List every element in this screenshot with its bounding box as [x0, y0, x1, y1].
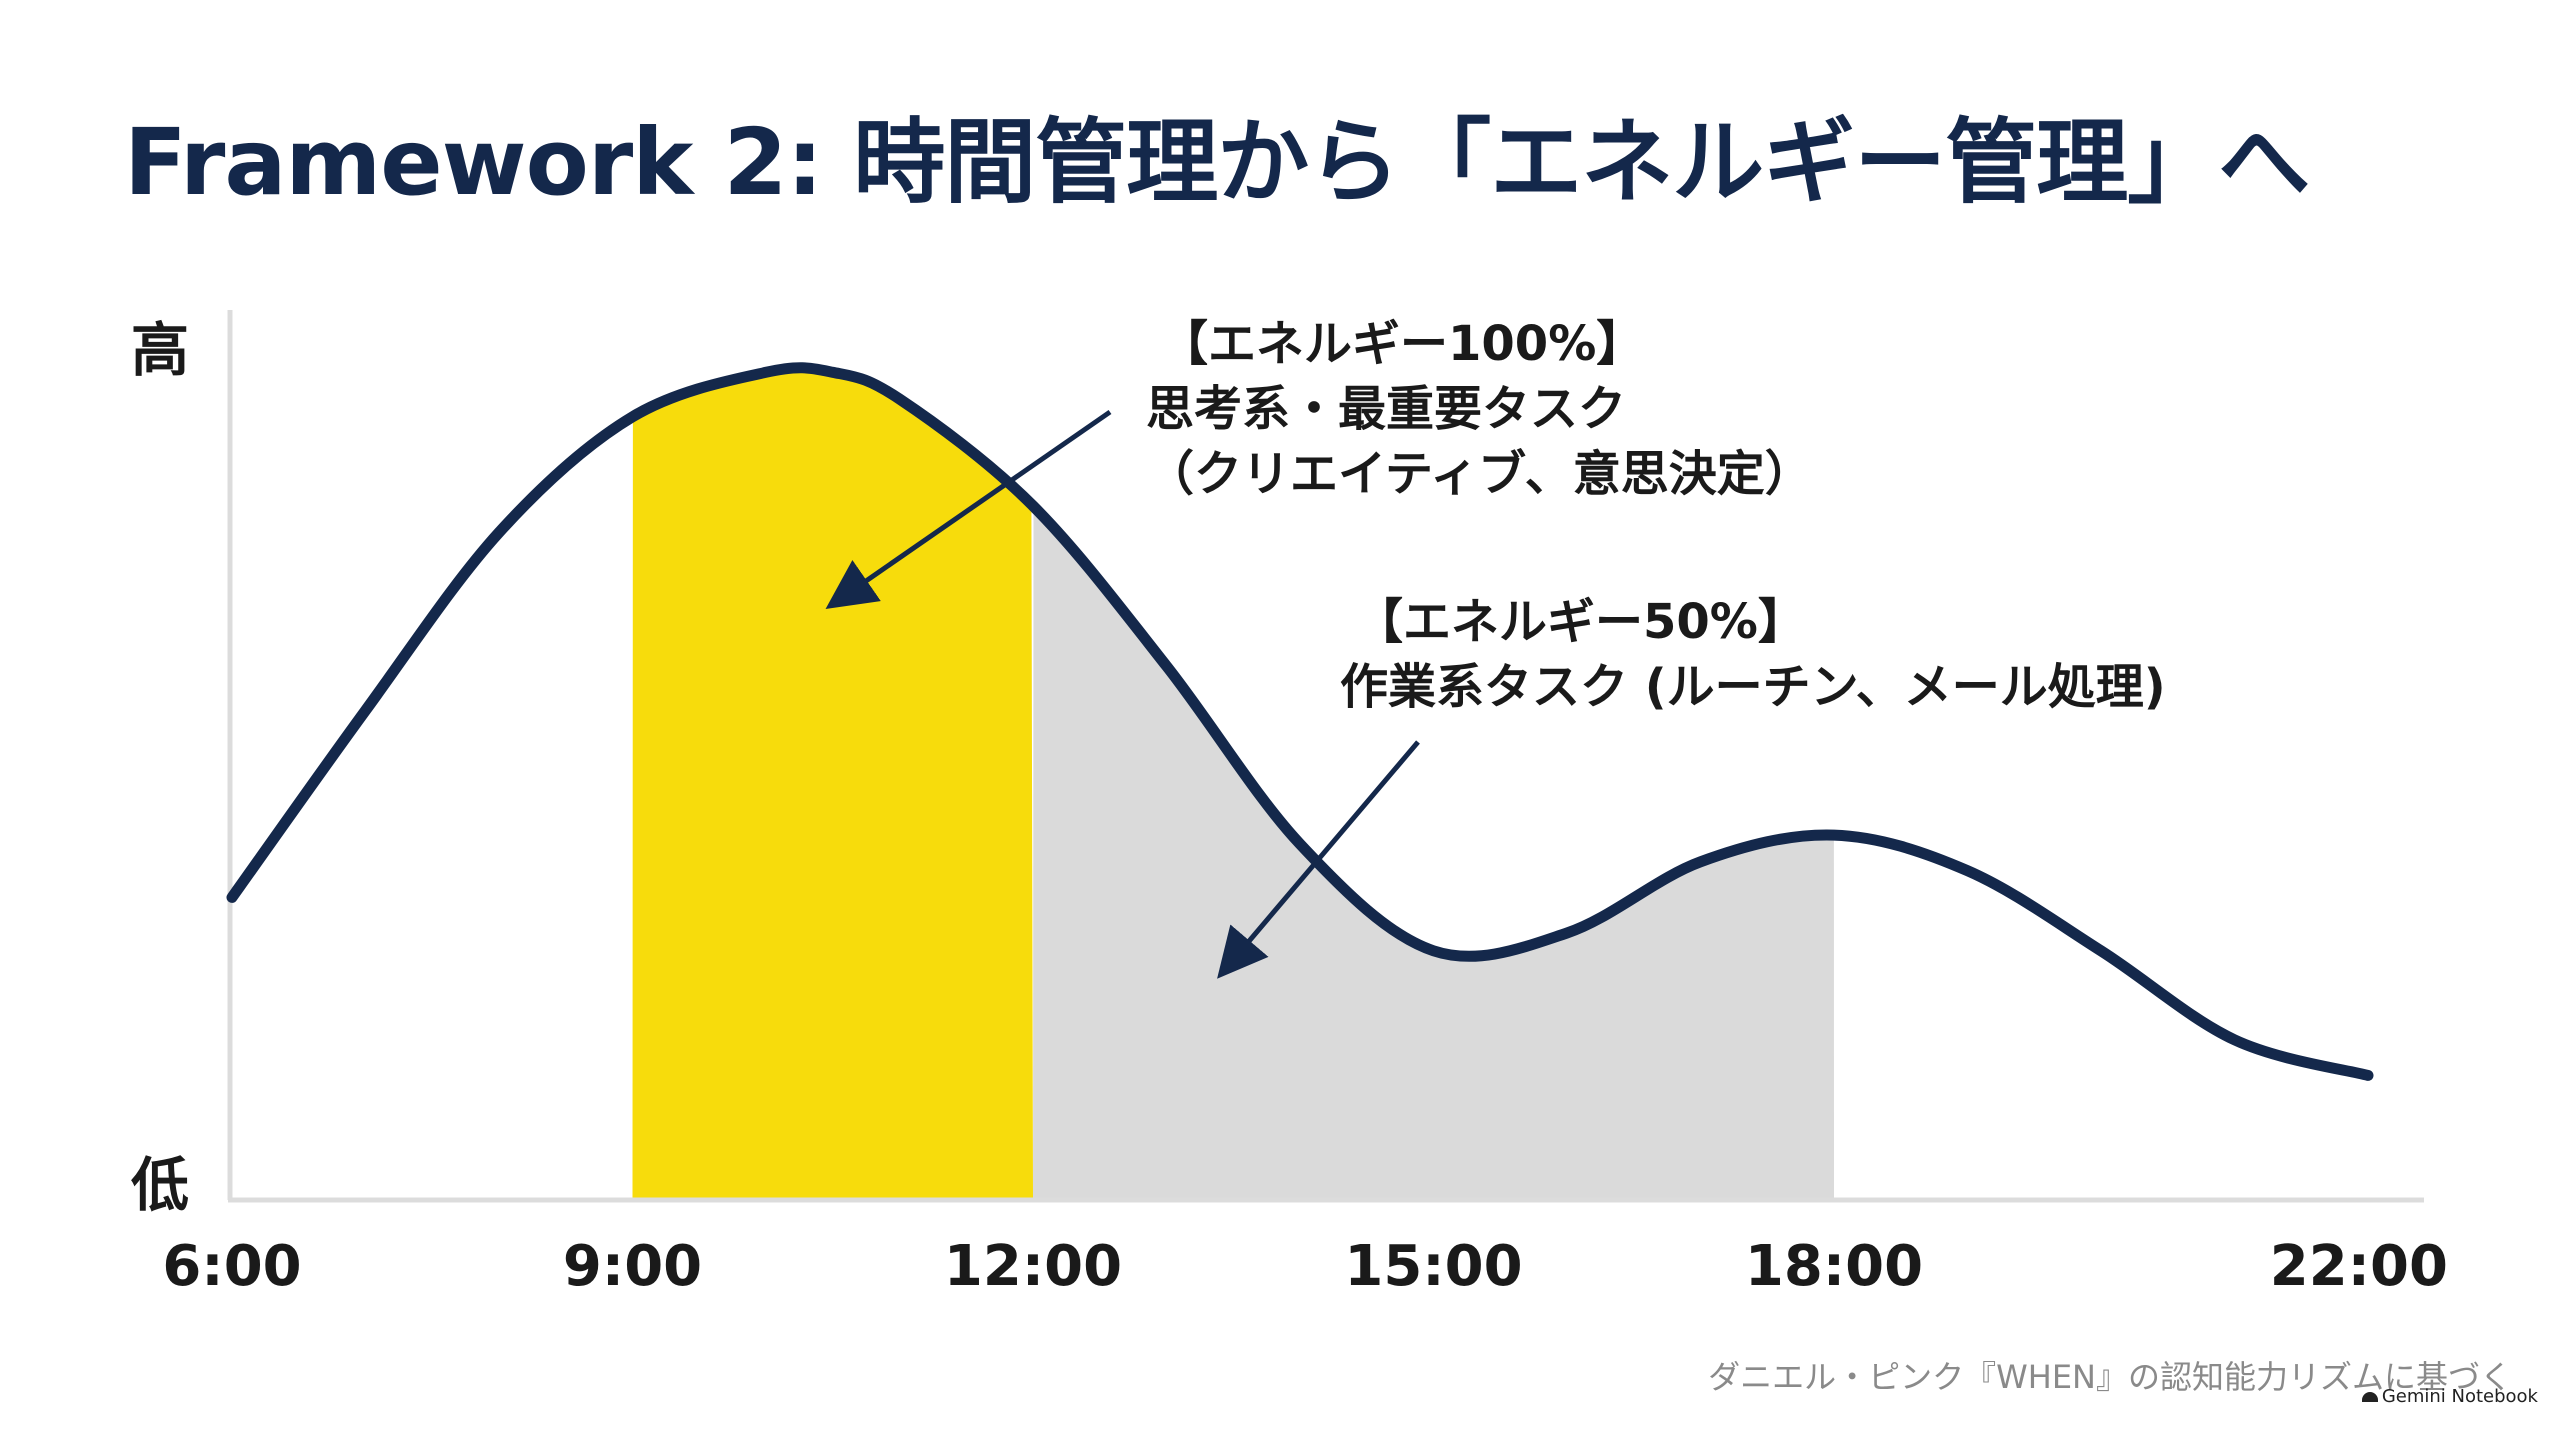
- x-tick-label: 6:00: [162, 1234, 301, 1299]
- annotation-50: 【エネルギー50%】 作業系タスク (ルーチン、メール処理): [1340, 594, 2166, 715]
- annotation-100-line-1: 【エネルギー100%】: [1160, 316, 1644, 372]
- annotation-50-line-1: 【エネルギー50%】: [1355, 594, 1806, 650]
- x-tick-label: 18:00: [1745, 1234, 1923, 1299]
- x-tick-label: 9:00: [563, 1234, 702, 1299]
- x-tick-label: 22:00: [2270, 1234, 2448, 1299]
- y-low-label: 低: [131, 1151, 189, 1219]
- annotation-100-line-3: （クリエイティブ、意思決定）: [1146, 446, 1813, 502]
- badge-label: Gemini Notebook: [2381, 1386, 2538, 1407]
- annotation-50-line-2: 作業系タスク (ルーチン、メール処理): [1340, 659, 2166, 715]
- chart-title: Framework 2: 時間管理から「エネルギー管理」へ: [124, 109, 2310, 216]
- x-tick-label: 12:00: [944, 1234, 1122, 1299]
- energy-curve: [226, 362, 2374, 1081]
- annotation-100: 【エネルギー100%】 思考系・最重要タスク （クリエイティブ、意思決定）: [1146, 316, 1813, 502]
- y-high-label: 高: [131, 316, 189, 384]
- notebook-logo-icon: [2361, 1391, 2378, 1402]
- annotation-arrow-100: [825, 409, 1112, 610]
- source-footnote: ダニエル・ピンク『WHEN』の認知能力リズムに基づく: [1708, 1358, 2512, 1396]
- gemini-badge: Gemini Notebook: [2361, 1386, 2538, 1407]
- mid-energy-band: [1033, 506, 1834, 1200]
- x-tick-label: 15:00: [1344, 1234, 1522, 1299]
- peak-energy-band: [632, 367, 1033, 1200]
- annotation-arrow-50: [1217, 740, 1420, 979]
- annotation-100-line-2: 思考系・最重要タスク: [1146, 381, 1626, 437]
